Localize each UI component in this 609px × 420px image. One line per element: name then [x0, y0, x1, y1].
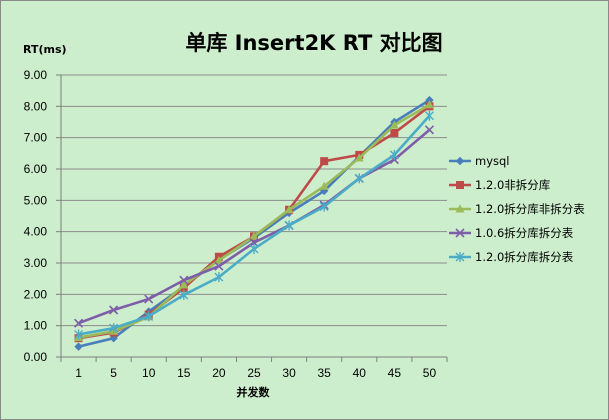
- data-point: [109, 305, 119, 315]
- data-point: [179, 275, 189, 285]
- data-point: [354, 173, 364, 184]
- data-point: [425, 95, 434, 105]
- data-point: [249, 231, 259, 240]
- marker-stroke: [455, 228, 465, 238]
- x-tick-label: 35: [318, 366, 332, 380]
- marker-stroke: [424, 125, 435, 135]
- data-point: [179, 289, 189, 300]
- y-tick-label: 0.00: [24, 350, 48, 364]
- data-point: [73, 318, 84, 328]
- x-axis-label: 并发数: [237, 385, 271, 399]
- plot-background: [61, 75, 447, 357]
- x-tick-label: 5: [110, 366, 117, 380]
- x-tick-label: 20: [212, 366, 226, 380]
- data-point: [424, 125, 435, 135]
- legend-swatch-marker: [455, 252, 465, 262]
- series-group: [73, 95, 435, 351]
- marker-stroke: [73, 318, 84, 328]
- data-point: [354, 153, 364, 162]
- data-point: [390, 128, 399, 137]
- y-tick-label: 7.00: [24, 131, 48, 145]
- y-tick-label: 4.00: [24, 225, 48, 239]
- y-tick-label: 3.00: [24, 256, 48, 270]
- legend-item: 1.2.0拆分库非拆分表: [449, 202, 585, 216]
- legend-item: 1.2.0非拆分库: [449, 178, 550, 192]
- series-3: [74, 100, 434, 342]
- data-point: [144, 311, 154, 322]
- series-5: [74, 110, 434, 340]
- legend-item: 1.0.6拆分库拆分表: [449, 226, 574, 240]
- y-tick-label: 8.00: [24, 99, 48, 113]
- y-tick-label: 1.00: [24, 319, 48, 333]
- legend-label: 1.0.6拆分库拆分表: [475, 226, 574, 240]
- x-tick-label: 25: [247, 366, 261, 380]
- legend-swatch-marker: [455, 204, 465, 213]
- data-point: [319, 201, 329, 212]
- y-axis-label: RT(ms): [23, 43, 67, 56]
- y-tick-label: 5.00: [24, 193, 48, 207]
- y-tick-labels: 0.00 1.00 2.00 3.00 4.00 5.00 6.00 7.00 8.00 9.00: [24, 68, 48, 364]
- x-tick-label: 50: [423, 366, 437, 380]
- gridlines: [61, 74, 447, 327]
- legend-label: 1.2.0拆分库非拆分表: [475, 202, 585, 216]
- data-point: [214, 255, 224, 264]
- legend-item: 1.2.0拆分库拆分表: [449, 250, 574, 264]
- data-point: [214, 261, 224, 271]
- y-tick-label: 6.00: [24, 162, 48, 176]
- data-point: [214, 272, 224, 283]
- data-point: [389, 120, 399, 129]
- legend: mysql 1.2.0非拆分库 1.2.0拆分库非拆分表 1.0.6拆分库拆分表 1.2…: [449, 154, 585, 264]
- legend-swatch-marker: [455, 156, 465, 166]
- x-tick-label: 45: [388, 366, 402, 380]
- legend-label: 1.2.0拆分库拆分表: [475, 250, 574, 264]
- x-tick-label: 15: [177, 366, 191, 380]
- data-point: [319, 181, 329, 190]
- y-tick-label: 2.00: [24, 287, 48, 301]
- x-tick-label: 10: [142, 366, 156, 380]
- data-point: [284, 205, 294, 214]
- marker-stroke: [179, 275, 189, 285]
- data-point: [424, 100, 434, 109]
- x-tick-label: 30: [282, 366, 296, 380]
- data-point: [424, 110, 434, 121]
- marker-stroke: [214, 261, 224, 271]
- x-tick-labels: 1 5 10 15 20 25 30 35 40 45 50: [75, 366, 436, 380]
- data-point: [320, 157, 329, 166]
- axes: [56, 74, 448, 362]
- x-tick-label: 40: [353, 366, 367, 380]
- legend-item: mysql: [449, 154, 510, 168]
- data-point: [284, 220, 294, 231]
- data-point: [179, 280, 189, 289]
- x-tick-label: 1: [75, 366, 82, 380]
- data-point: [249, 243, 259, 254]
- data-point: [109, 323, 119, 334]
- data-point: [74, 342, 83, 351]
- legend-label: mysql: [475, 154, 510, 168]
- data-point: [74, 329, 84, 340]
- legend-label: 1.2.0非拆分库: [475, 178, 550, 192]
- chart-title: 单库 Insert2K RT 对比图: [185, 31, 442, 55]
- marker-stroke: [144, 294, 154, 304]
- data-point: [389, 149, 399, 160]
- marker-stroke: [109, 305, 119, 315]
- y-tick-label: 9.00: [24, 68, 48, 82]
- data-point: [144, 294, 154, 304]
- legend-swatch-marker: [456, 181, 464, 189]
- plot-area: [61, 75, 447, 357]
- legend-swatch-marker: [455, 228, 465, 238]
